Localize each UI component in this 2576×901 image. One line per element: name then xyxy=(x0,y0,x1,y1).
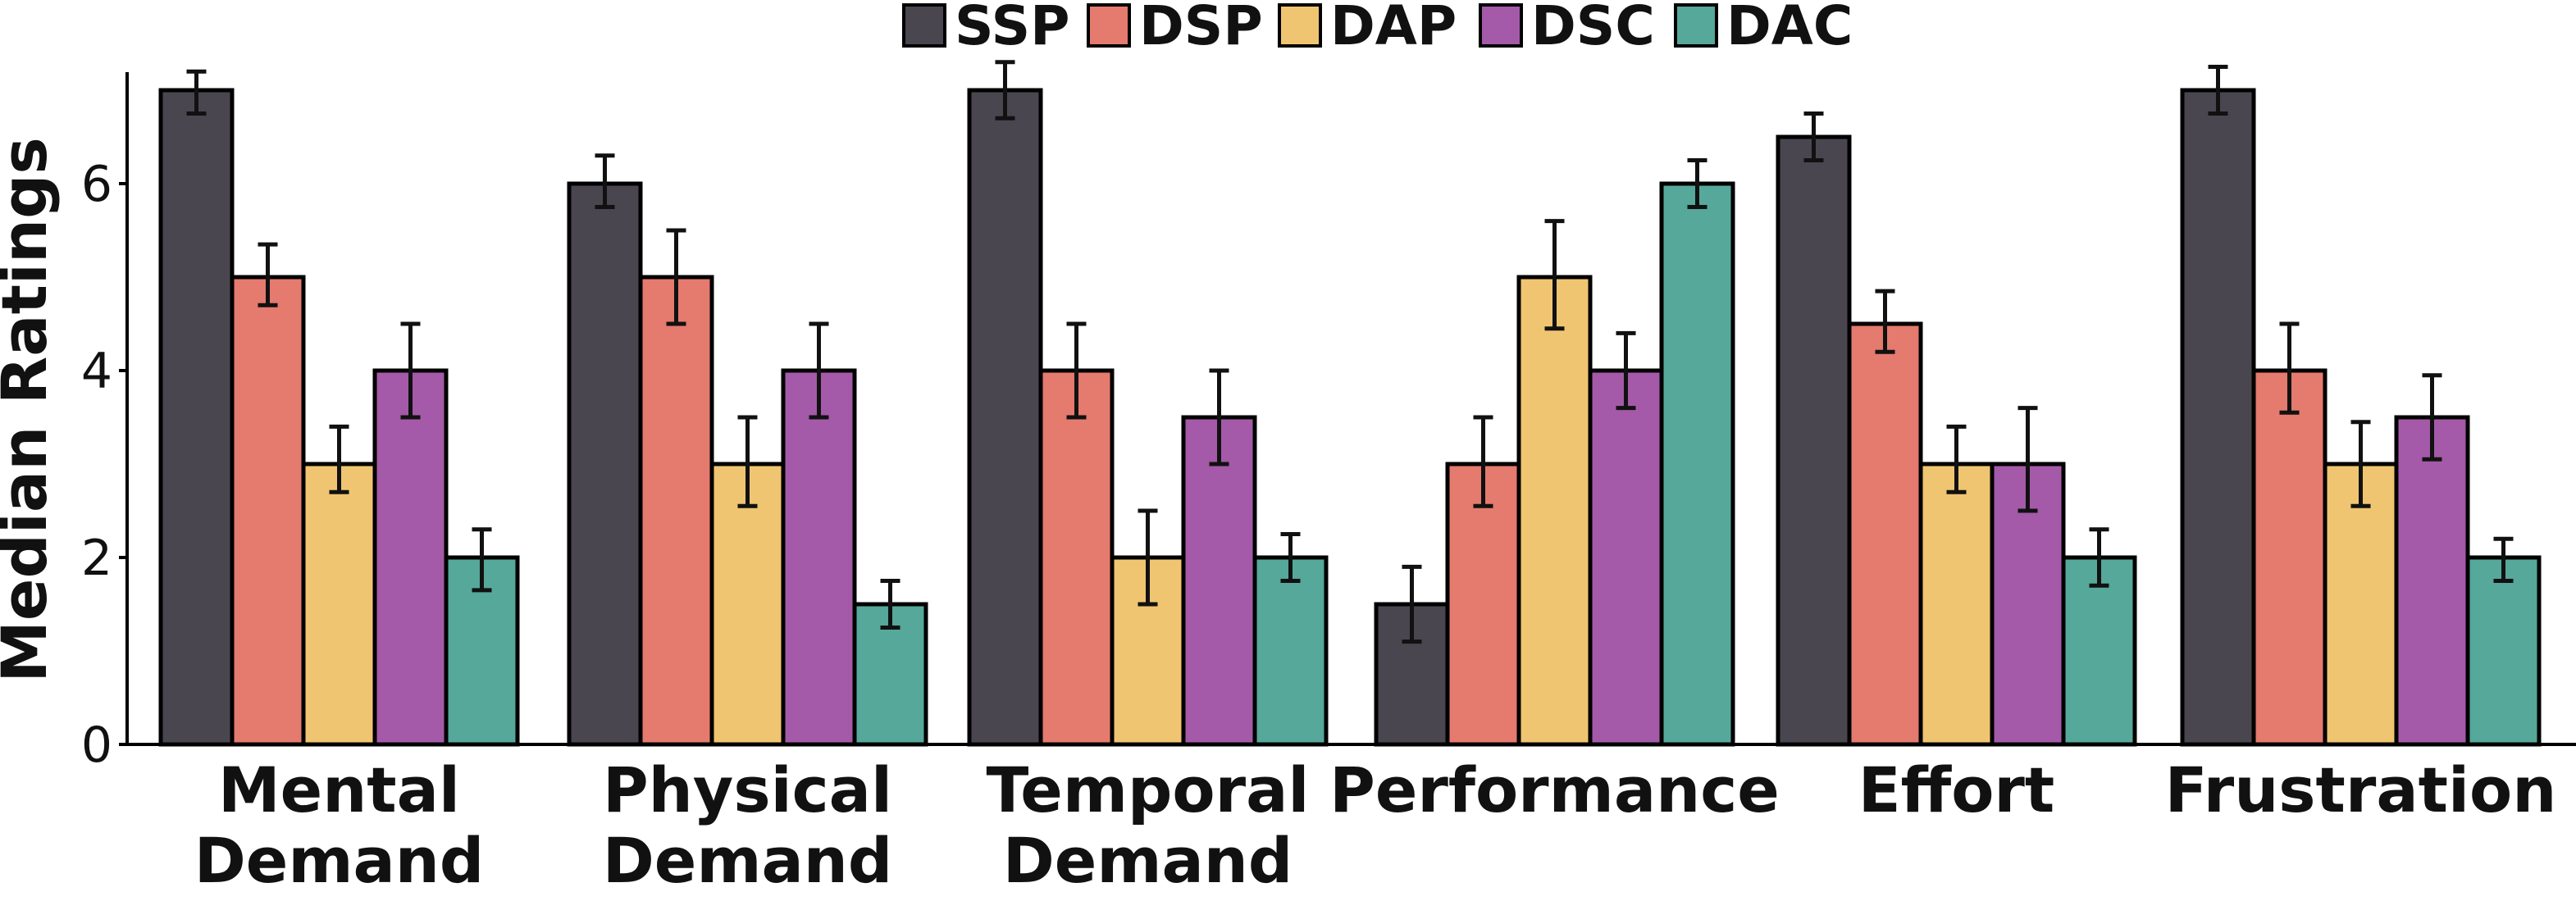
error-bar-dac-4 xyxy=(2089,527,2109,588)
error-bar-ssp-0 xyxy=(186,69,207,116)
legend-label-dsc: DSC xyxy=(1531,0,1655,57)
error-bar-dsc-2 xyxy=(1209,368,1229,466)
bar-dsp-1 xyxy=(638,275,714,747)
bar-dac-4 xyxy=(2061,555,2137,747)
error-bar-ssp-1 xyxy=(595,153,615,209)
bar-dsc-5 xyxy=(2394,415,2470,747)
error-bar-ssp-3 xyxy=(1402,564,1422,644)
legend-label-ssp: SSP xyxy=(955,0,1069,57)
category-label: Effort xyxy=(1858,753,2055,826)
error-bar-dap-0 xyxy=(329,424,349,494)
error-bar-ssp-2 xyxy=(995,60,1015,121)
bar-dsp-2 xyxy=(1038,368,1115,747)
error-bar-dsp-5 xyxy=(2279,321,2300,415)
error-bar-dsc-1 xyxy=(809,321,829,420)
error-bar-dsc-3 xyxy=(1616,330,1636,411)
category-label: Performance xyxy=(1329,753,1780,826)
error-bar-ssp-4 xyxy=(1803,111,1824,162)
y-tick-label: 4 xyxy=(81,343,112,400)
bar-dac-3 xyxy=(1659,181,1735,747)
error-bar-dsc-4 xyxy=(2017,406,2038,513)
error-bar-dac-1 xyxy=(880,579,900,630)
legend-label-dap: DAP xyxy=(1330,0,1457,57)
bar-ssp-4 xyxy=(1776,134,1852,747)
error-bar-dsp-2 xyxy=(1066,321,1087,420)
error-bar-dac-3 xyxy=(1687,158,1707,209)
error-bar-dsc-0 xyxy=(400,321,421,420)
bar-dsc-3 xyxy=(1588,368,1664,747)
legend-swatch-dap xyxy=(1278,3,1322,48)
category-label: Physical Demand xyxy=(603,753,893,897)
bar-dac-5 xyxy=(2465,555,2542,747)
legend: SSP DSP DAP DSC DAC xyxy=(902,0,1853,57)
error-bar-dsp-1 xyxy=(666,228,686,326)
error-bar-dsp-3 xyxy=(1473,415,1493,508)
x-axis: Mental Demand Physical Demand Temporal Demand… xyxy=(127,743,2576,897)
bar-dap-0 xyxy=(301,462,377,747)
legend-label-dac: DAC xyxy=(1726,0,1853,57)
bar-dsc-0 xyxy=(372,368,449,747)
bar-dap-3 xyxy=(1516,275,1593,747)
error-bar-dsc-5 xyxy=(2422,373,2442,462)
bar-dac-2 xyxy=(1252,555,1329,747)
error-bar-dac-2 xyxy=(1280,532,1301,583)
y-axis-title: Median Ratings xyxy=(0,137,61,682)
bar-ssp-5 xyxy=(2180,88,2256,747)
y-tick-label: 6 xyxy=(81,156,112,213)
category-label: Frustration xyxy=(2165,753,2557,826)
category-label: Temporal Demand xyxy=(987,753,1310,897)
legend-swatch-dac xyxy=(1674,3,1718,48)
bar-dap-4 xyxy=(1918,462,1995,747)
legend-swatch-ssp xyxy=(902,3,946,48)
error-bar-dap-1 xyxy=(737,415,758,508)
y-tick-label: 2 xyxy=(81,530,112,587)
legend-label-dsp: DSP xyxy=(1139,0,1263,57)
y-tick-label: 0 xyxy=(81,717,112,774)
error-bar-dac-0 xyxy=(472,527,492,593)
bar-dsp-3 xyxy=(1445,462,1521,747)
error-bar-dap-2 xyxy=(1138,508,1158,607)
bar-dsp-4 xyxy=(1847,321,1923,747)
bars-group xyxy=(158,60,2542,747)
error-bar-ssp-5 xyxy=(2208,65,2228,116)
bar-ssp-0 xyxy=(158,88,235,747)
legend-swatch-dsc xyxy=(1479,3,1523,48)
error-bar-dap-3 xyxy=(1544,219,1565,331)
error-bar-dap-4 xyxy=(1946,424,1967,494)
category-label: Mental Demand xyxy=(194,753,485,897)
legend-swatch-dsp xyxy=(1087,3,1131,48)
y-axis: 0 2 4 6 xyxy=(81,72,129,774)
error-bar-dac-5 xyxy=(2493,536,2514,583)
bar-ssp-1 xyxy=(567,181,643,747)
error-bar-dap-5 xyxy=(2350,420,2371,508)
bar-ssp-2 xyxy=(967,88,1043,747)
bar-dsc-1 xyxy=(781,368,857,747)
error-bar-dsp-0 xyxy=(258,242,278,307)
bar-dsc-2 xyxy=(1181,415,1257,747)
error-bar-dsp-4 xyxy=(1875,289,1895,354)
bar-dsp-0 xyxy=(230,275,306,747)
bar-dsp-5 xyxy=(2251,368,2328,747)
